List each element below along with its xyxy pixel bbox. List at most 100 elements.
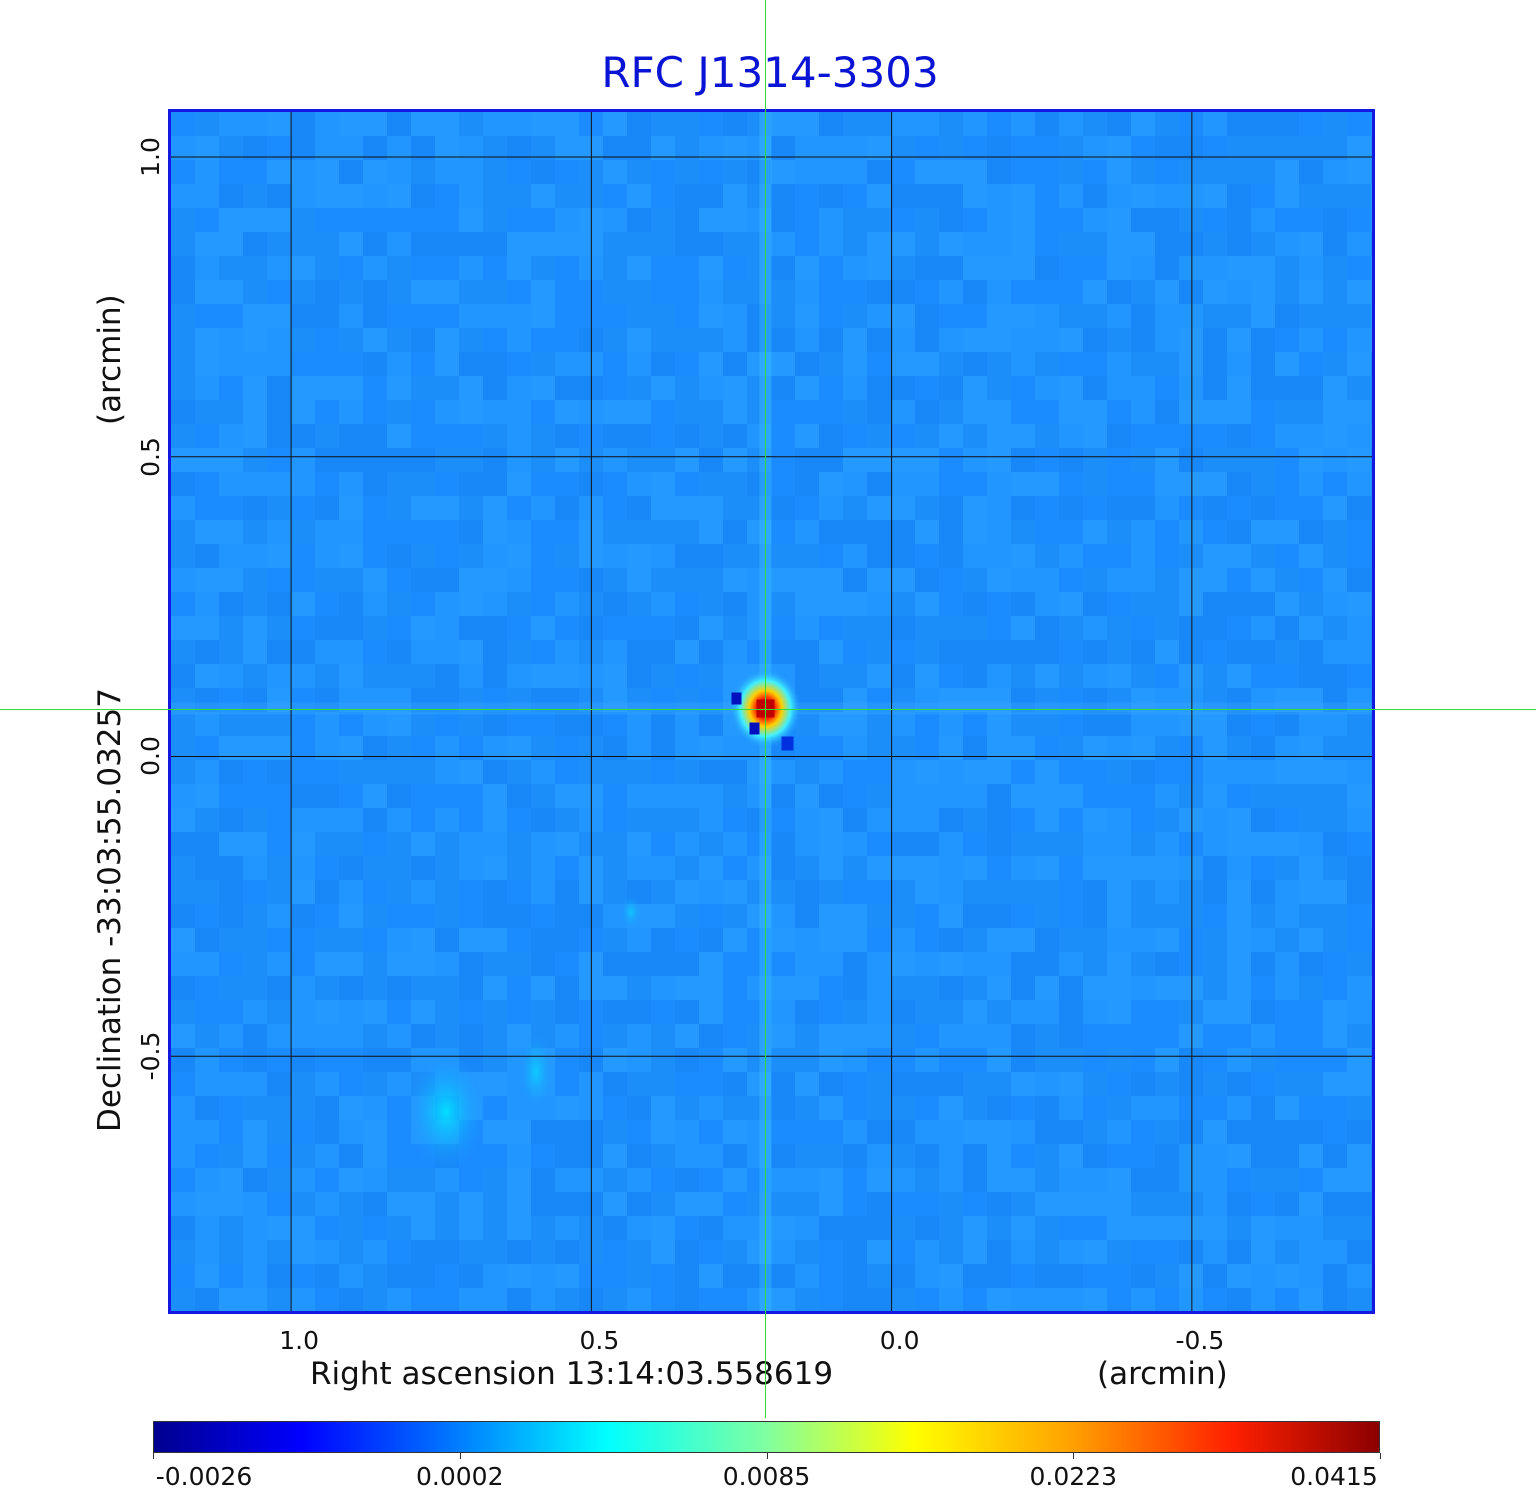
image-pixel	[891, 928, 915, 952]
image-pixel	[699, 1120, 723, 1144]
image-pixel	[1059, 904, 1083, 928]
image-pixel	[507, 424, 531, 448]
image-pixel	[1035, 1240, 1059, 1264]
image-pixel	[939, 256, 963, 280]
image-pixel	[315, 640, 339, 664]
image-pixel	[627, 592, 651, 616]
image-pixel	[1299, 1192, 1323, 1216]
image-pixel	[651, 400, 675, 424]
image-pixel	[843, 1144, 867, 1168]
image-pixel	[1155, 136, 1179, 160]
image-pixel	[267, 952, 291, 976]
image-pixel	[243, 1120, 267, 1144]
image-pixel	[1107, 1144, 1131, 1168]
image-pixel	[267, 592, 291, 616]
image-pixel	[843, 184, 867, 208]
image-pixel	[891, 712, 915, 736]
image-pixel	[411, 448, 435, 472]
image-pixel	[411, 1264, 435, 1288]
image-pixel	[939, 136, 963, 160]
image-pixel	[1371, 472, 1372, 496]
image-pixel	[699, 544, 723, 568]
image-pixel	[507, 616, 531, 640]
image-pixel	[1251, 808, 1275, 832]
image-pixel	[771, 112, 795, 136]
image-pixel	[819, 256, 843, 280]
image-pixel	[843, 472, 867, 496]
image-pixel	[1323, 832, 1347, 856]
image-pixel	[1275, 520, 1299, 544]
image-pixel	[459, 976, 483, 1000]
image-pixel	[891, 184, 915, 208]
image-pixel	[171, 1216, 195, 1240]
image-pixel	[795, 856, 819, 880]
image-pixel	[987, 1024, 1011, 1048]
image-pixel	[699, 1072, 723, 1096]
image-pixel	[1179, 520, 1203, 544]
image-pixel	[747, 832, 771, 856]
image-pixel	[675, 1096, 699, 1120]
chart-title: RFC J1314-3303	[601, 48, 939, 97]
image-pixel	[507, 376, 531, 400]
image-pixel	[267, 1072, 291, 1096]
image-pixel	[363, 400, 387, 424]
image-pixel	[267, 448, 291, 472]
image-pixel	[435, 664, 459, 688]
image-pixel	[1179, 376, 1203, 400]
image-pixel	[267, 184, 291, 208]
image-plot-area[interactable]	[168, 109, 1375, 1314]
image-pixel	[795, 280, 819, 304]
image-pixel	[219, 496, 243, 520]
image-pixel	[531, 1120, 555, 1144]
image-pixel	[1251, 232, 1275, 256]
image-pixel	[1083, 544, 1107, 568]
image-pixel	[651, 1096, 675, 1120]
image-pixel	[171, 472, 195, 496]
image-pixel	[555, 856, 579, 880]
image-pixel	[291, 688, 315, 712]
image-pixel	[867, 664, 891, 688]
image-pixel	[1083, 856, 1107, 880]
image-pixel	[1275, 688, 1299, 712]
image-pixel	[1251, 1216, 1275, 1240]
image-pixel	[387, 328, 411, 352]
image-pixel	[627, 376, 651, 400]
image-pixel	[315, 976, 339, 1000]
image-pixel	[171, 904, 195, 928]
image-pixel	[1083, 352, 1107, 376]
image-pixel	[939, 1240, 963, 1264]
image-pixel	[219, 208, 243, 232]
image-pixel	[171, 520, 195, 544]
image-pixel	[1371, 520, 1372, 544]
image-pixel	[483, 1264, 507, 1288]
image-pixel	[723, 1120, 747, 1144]
image-pixel	[363, 808, 387, 832]
image-pixel	[819, 1288, 843, 1311]
image-pixel	[291, 400, 315, 424]
image-pixel	[387, 1192, 411, 1216]
image-pixel	[915, 760, 939, 784]
image-pixel	[219, 1024, 243, 1048]
image-pixel	[915, 328, 939, 352]
image-pixel	[891, 280, 915, 304]
image-pixel	[1059, 208, 1083, 232]
image-pixel	[1035, 592, 1059, 616]
image-pixel	[1155, 1264, 1179, 1288]
image-pixel	[1323, 856, 1347, 880]
image-pixel	[219, 832, 243, 856]
image-pixel	[963, 1120, 987, 1144]
image-pixel	[363, 760, 387, 784]
image-pixel	[555, 904, 579, 928]
image-pixel	[1275, 496, 1299, 520]
image-pixel	[243, 400, 267, 424]
image-pixel	[987, 232, 1011, 256]
image-pixel	[1107, 544, 1131, 568]
image-pixel	[1155, 160, 1179, 184]
y-tick-label: -0.5	[136, 1031, 165, 1081]
image-pixel	[867, 496, 891, 520]
image-pixel	[699, 880, 723, 904]
image-pixel	[1155, 208, 1179, 232]
image-pixel	[987, 1048, 1011, 1072]
image-pixel	[387, 592, 411, 616]
image-pixel	[1203, 784, 1227, 808]
